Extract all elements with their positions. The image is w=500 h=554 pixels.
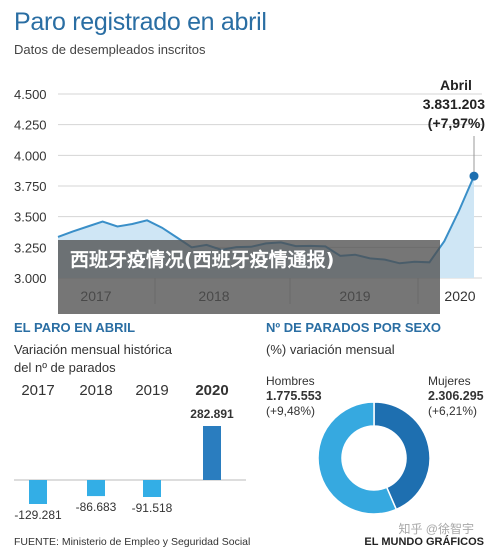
bar	[87, 480, 105, 497]
y-tick-label: 4.500	[14, 87, 47, 102]
chart-title: Paro registrado en abril	[14, 8, 267, 36]
men-change: (+9,48%)	[266, 404, 316, 418]
chart-subtitle: Datos de desempleados inscritos	[14, 42, 206, 57]
bar-section-subtitle-2: del nº de parados	[14, 360, 116, 375]
highlight-point	[469, 171, 479, 181]
men-legend: Hombres 1.775.553 (+9,48%)	[266, 374, 322, 419]
bar-section-subtitle-1: Variación mensual histórica	[14, 342, 172, 357]
overlay-banner	[58, 240, 440, 314]
bar-value-label: 282.891	[190, 407, 234, 421]
women-legend: Mujeres 2.306.295 (+6,21%)	[428, 374, 484, 419]
bar-category-label: 2019	[135, 382, 169, 399]
donut-section-title: Nº DE PARADOS POR SEXO	[266, 320, 441, 335]
brand-label: EL MUNDO GRÁFICOS	[364, 536, 484, 548]
source-note: FUENTE: Ministerio de Empleo y Seguridad…	[14, 536, 251, 548]
y-tick-label: 3.000	[14, 271, 47, 286]
women-change: (+6,21%)	[428, 404, 478, 418]
men-label: Hombres	[266, 374, 315, 388]
highlight-change-label: (+7,97%)	[427, 115, 485, 131]
men-value: 1.775.553	[266, 389, 322, 403]
bar	[143, 480, 161, 497]
women-value: 2.306.295	[428, 389, 484, 403]
x-tick-label: 2020	[444, 288, 475, 304]
bar-category-label: 2018	[79, 382, 113, 399]
bar-value-label: -86.683	[75, 500, 117, 515]
donut-section-subtitle: (%) variación mensual	[266, 342, 395, 357]
y-tick-label: 3.250	[14, 240, 47, 255]
y-tick-label: 3.500	[14, 210, 47, 225]
bar-value-label: -91.518	[131, 500, 173, 515]
bar-section-title: EL PARO EN ABRIL	[14, 320, 136, 335]
bar	[29, 480, 47, 504]
women-label: Mujeres	[428, 374, 471, 388]
y-tick-label: 4.000	[14, 148, 47, 163]
bar-category-label: 2017	[21, 382, 55, 399]
bar	[203, 426, 221, 480]
watermark: 知乎 @徐智宇	[398, 522, 474, 536]
donut-slice	[317, 401, 398, 515]
highlight-value-label: 3.831.203	[422, 96, 485, 112]
bar-category-label: 2020	[195, 382, 229, 399]
bar-value-label: -129.281	[14, 508, 62, 522]
highlight-month-label: Abril	[440, 77, 472, 93]
y-tick-label: 3.750	[14, 179, 47, 194]
y-tick-label: 4.250	[14, 118, 47, 133]
overlay-text: 西班牙疫情况(西班牙疫情通报)	[70, 249, 335, 271]
donut-slice	[373, 401, 431, 511]
